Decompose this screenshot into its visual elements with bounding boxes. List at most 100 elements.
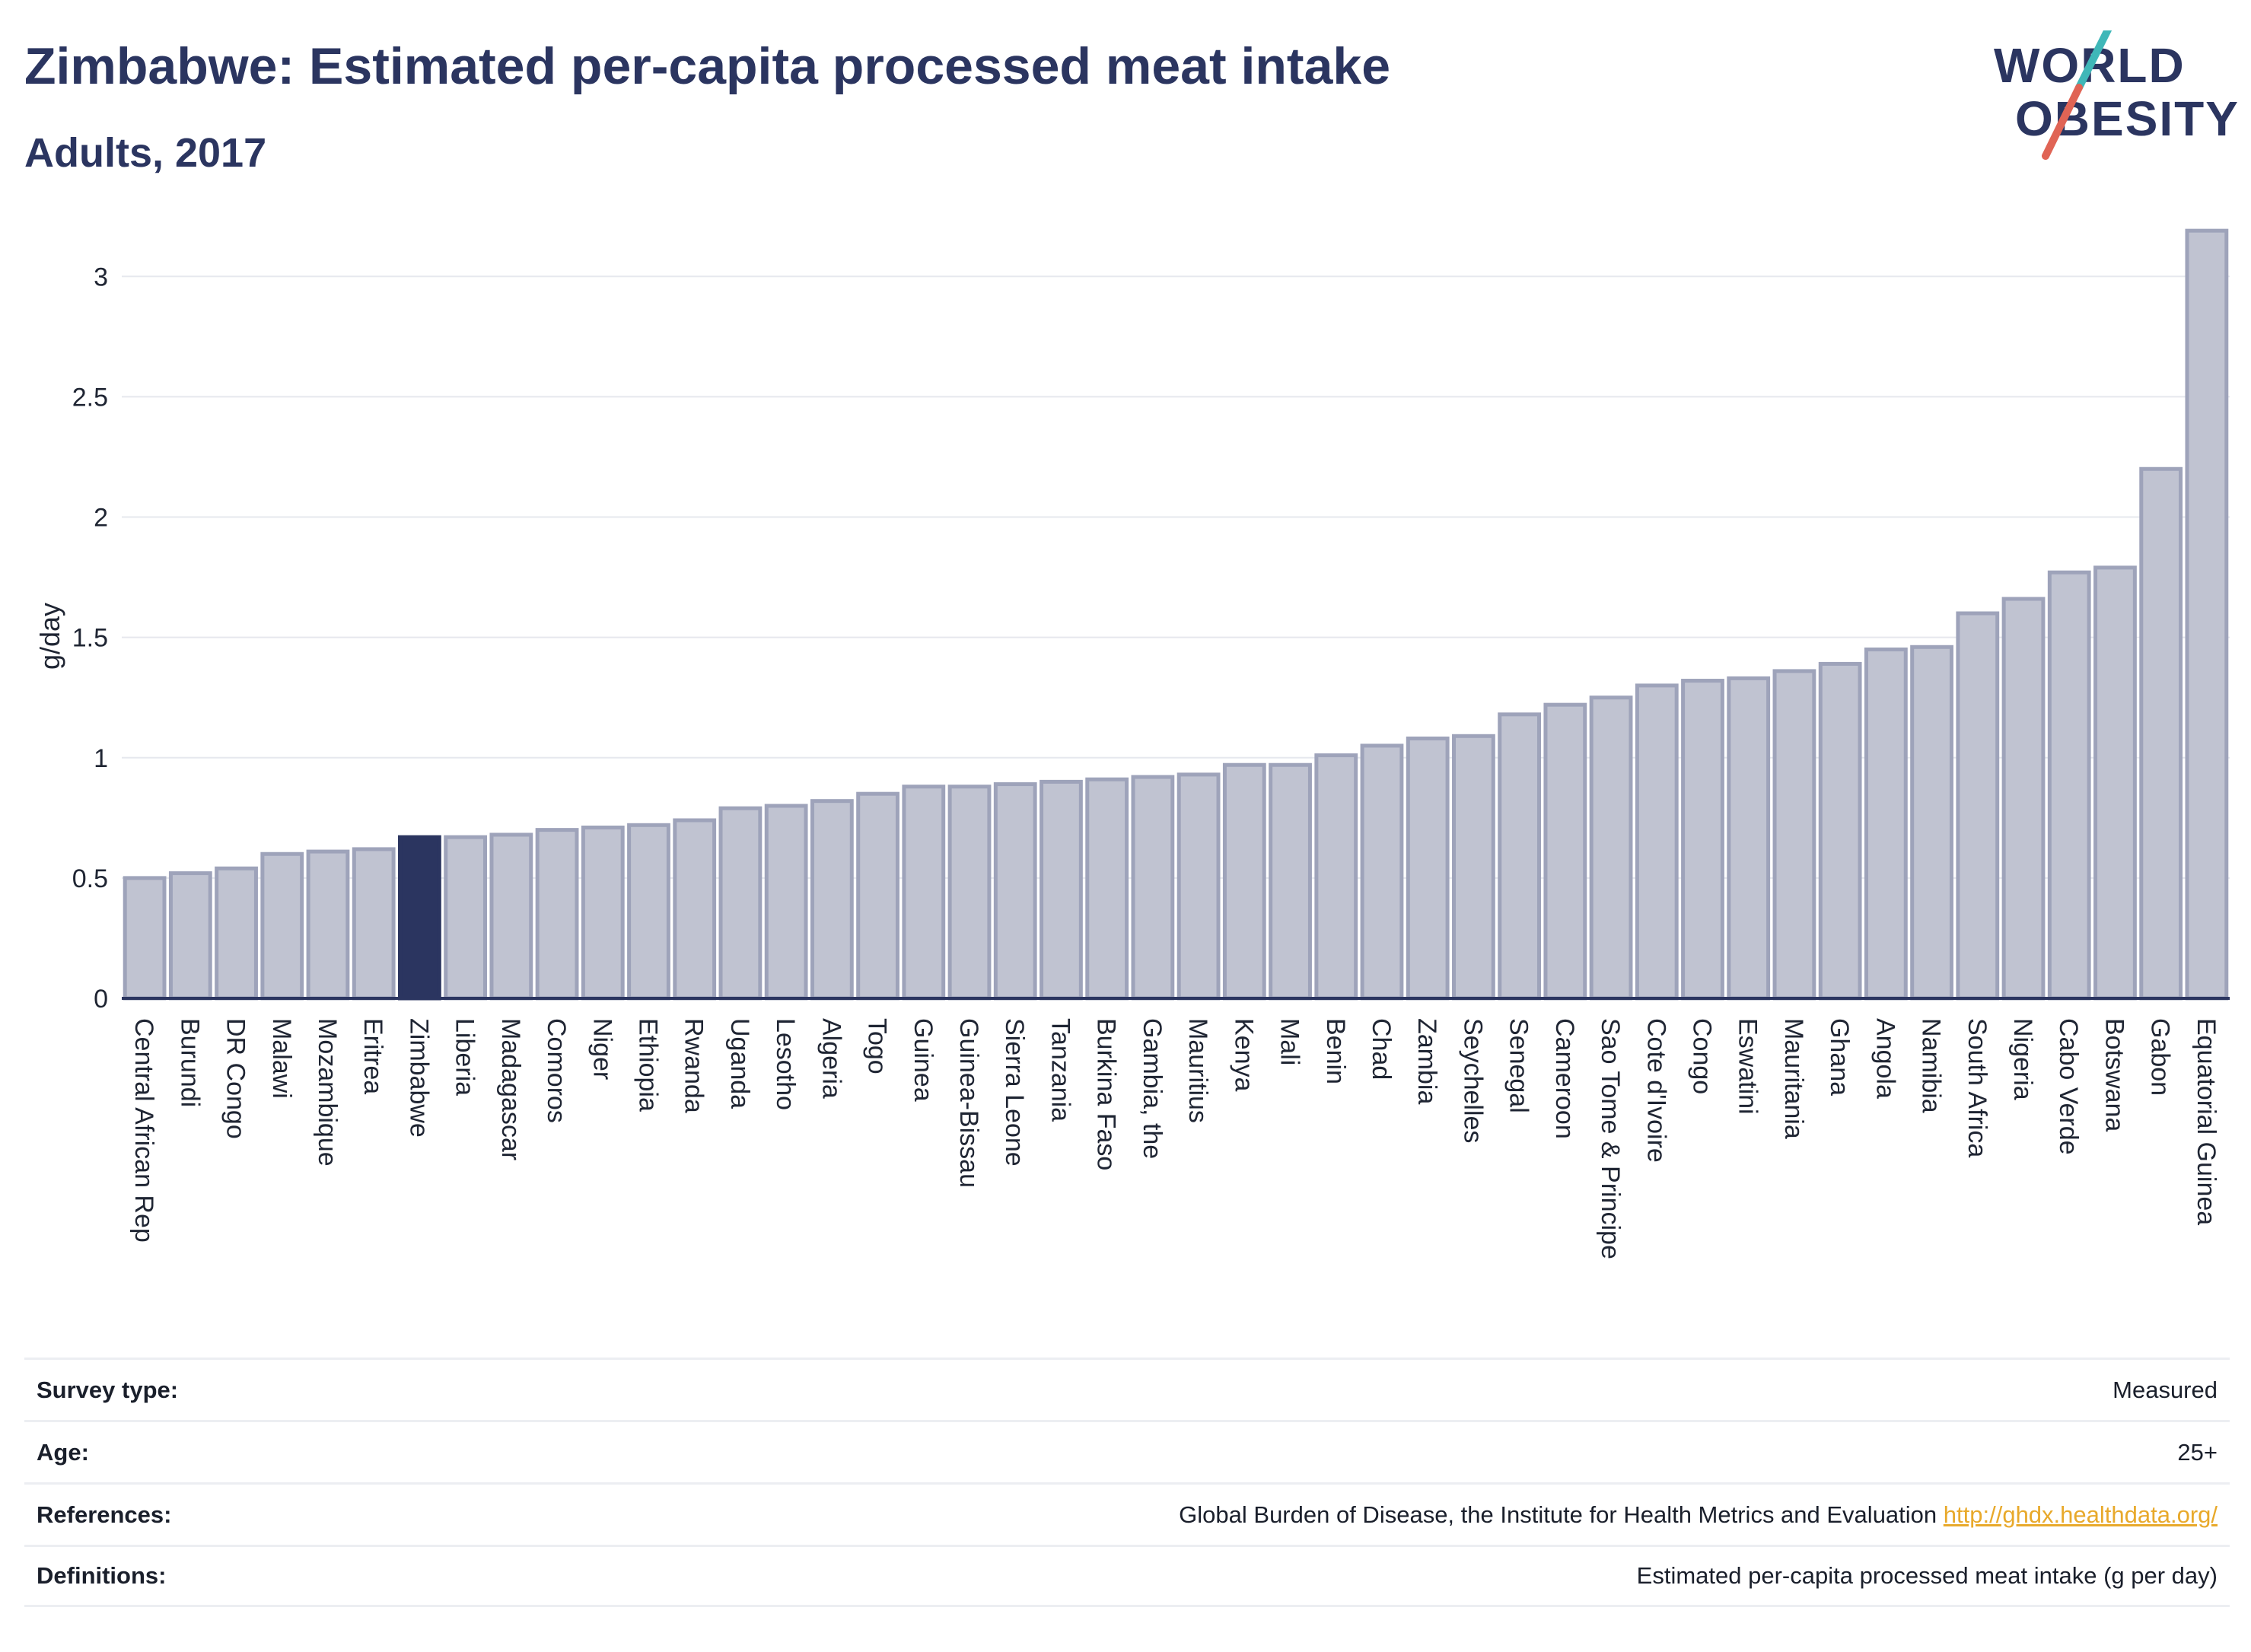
- x-tick-label: Botswana: [2100, 1018, 2128, 1132]
- y-tick-label: 2.5: [72, 383, 108, 412]
- y-tick-label: 3: [94, 263, 108, 291]
- bar-dr-congo: [215, 866, 258, 1001]
- bar-eritrea: [352, 847, 396, 1001]
- info-value: Measured: [2113, 1376, 2218, 1403]
- bar-niger: [581, 825, 625, 1001]
- x-tick-label: Togo: [863, 1018, 892, 1074]
- info-value: Estimated per-capita processed meat inta…: [1636, 1562, 2218, 1589]
- x-tick-label: Mozambique: [313, 1018, 342, 1167]
- y-tick-label: 0.5: [72, 864, 108, 893]
- bar-cote-d-ivoire: [1635, 683, 1679, 1001]
- world-obesity-logo: WORLD OBESITY: [1994, 30, 2237, 160]
- references-link[interactable]: http://ghdx.healthdata.org/: [1943, 1501, 2218, 1528]
- bar-senegal: [1498, 712, 1542, 1001]
- bar-botswana: [2093, 565, 2137, 1001]
- x-tick-label: Mauritania: [1779, 1018, 1808, 1139]
- bar-kenya: [1222, 762, 1266, 1001]
- bar-mauritius: [1176, 772, 1221, 1001]
- bar-eswatini: [1727, 676, 1771, 1001]
- x-tick-label: Mauritius: [1183, 1018, 1212, 1123]
- info-label: References:: [37, 1501, 172, 1528]
- bar-gambia-the: [1131, 775, 1175, 1001]
- x-tick-label: Namibia: [1917, 1018, 1946, 1113]
- bar-togo: [856, 791, 899, 1001]
- x-tick-label: Zimbabwe: [404, 1018, 433, 1138]
- bar-burundi: [168, 871, 212, 1001]
- x-tick-label: Gambia, the: [1138, 1018, 1167, 1159]
- bar-congo: [1681, 679, 1724, 1001]
- info-value-references: Global Burden of Disease, the Institute …: [1179, 1501, 2218, 1529]
- logo-teal-stroke: [2075, 30, 2113, 91]
- bar-ghana: [1818, 661, 1862, 1001]
- y-tick-label: 1: [94, 744, 108, 773]
- bar-nigeria: [2001, 597, 2046, 1001]
- x-tick-label: Guinea: [909, 1018, 938, 1102]
- bar-benin: [1314, 753, 1358, 1001]
- bar-mauritania: [1772, 669, 1816, 1001]
- x-tick-label: Cabo Verde: [2054, 1018, 2083, 1155]
- y-tick-label: 2: [94, 504, 108, 533]
- x-tick-label: Tanzania: [1046, 1018, 1075, 1122]
- y-axis-label: g/day: [34, 603, 65, 670]
- bar-mozambique: [306, 849, 350, 1001]
- bar-liberia: [444, 835, 488, 1001]
- bar-comoros: [535, 828, 579, 1001]
- bar-gabon: [2139, 466, 2183, 1001]
- x-tick-label: Seychelles: [1458, 1018, 1487, 1143]
- bar-cabo-verde: [2047, 570, 2091, 1001]
- x-tick-label: Cameroon: [1550, 1018, 1579, 1139]
- x-tick-label: Liberia: [451, 1018, 479, 1096]
- bar-ethiopia: [627, 823, 670, 1001]
- x-tick-label: South Africa: [1963, 1018, 1992, 1157]
- bar-south-africa: [1956, 611, 2000, 1001]
- x-tick-label: Mali: [1275, 1018, 1304, 1065]
- x-tick-label: Central African Rep: [129, 1018, 158, 1243]
- x-tick-label: Eritrea: [358, 1018, 387, 1094]
- bar-rwanda: [673, 818, 717, 1001]
- x-tick-label: Cote d'Ivoire: [1641, 1018, 1670, 1163]
- x-tick-label: Nigeria: [2008, 1018, 2037, 1100]
- bar-mali: [1269, 762, 1312, 1001]
- x-tick-label: Madagascar: [496, 1018, 525, 1160]
- x-tick-label: Congo: [1688, 1018, 1717, 1094]
- bar-chart: 0 0.5 1 1.5 2 2.5 3 g/day Central African Rep Bur…: [34, 228, 2230, 1259]
- bar-seychelles: [1452, 734, 1495, 1001]
- info-row-references: References: Global Burden of Disease, th…: [24, 1482, 2230, 1545]
- bar-chad: [1360, 743, 1404, 1001]
- x-tick-label: Kenya: [1229, 1018, 1258, 1091]
- info-label: Survey type:: [37, 1376, 179, 1403]
- x-tick-label: Sierra Leone: [1000, 1018, 1029, 1167]
- x-tick-label: Ghana: [1825, 1018, 1854, 1096]
- x-tick-label: Eswatini: [1734, 1018, 1762, 1115]
- bar-central-african-rep: [123, 876, 167, 1001]
- bar-sao-tome-principe: [1589, 695, 1633, 1001]
- x-tick-label: Uganda: [725, 1018, 754, 1109]
- chart-subtitle: Adults, 2017: [24, 130, 267, 176]
- x-tick-label: Malawi: [267, 1018, 296, 1099]
- x-tick-label: Guinea-Bissau: [954, 1018, 983, 1188]
- x-tick-label: Algeria: [817, 1018, 845, 1099]
- bar-zambia: [1406, 736, 1450, 1001]
- y-tick-label: 0: [94, 985, 108, 1014]
- bar-angola: [1864, 647, 1908, 1001]
- x-tick-label: Equatorial Guinea: [2192, 1018, 2221, 1225]
- x-tick-label: Chad: [1367, 1018, 1396, 1080]
- x-tick-label: Sao Tome & Principe: [1596, 1018, 1625, 1259]
- bar-sierra-leone: [993, 782, 1037, 1001]
- bar-madagascar: [489, 832, 533, 1001]
- x-tick-label: Angola: [1871, 1018, 1899, 1099]
- references-text: Global Burden of Disease, the Institute …: [1179, 1501, 1937, 1528]
- x-tick-label: Rwanda: [680, 1018, 708, 1113]
- x-tick-label: Burkina Faso: [1092, 1018, 1121, 1170]
- x-tick-label: Lesotho: [771, 1018, 800, 1110]
- info-row-survey: Survey type: Measured: [24, 1358, 2230, 1420]
- x-tick-label: Gabon: [2146, 1018, 2175, 1096]
- y-tick-label: 1.5: [72, 624, 108, 653]
- info-label: Age:: [37, 1438, 89, 1466]
- x-tick-label: Burundi: [175, 1018, 204, 1107]
- bar-guinea: [902, 785, 946, 1001]
- bar-lesotho: [764, 804, 808, 1001]
- x-tick-label: Senegal: [1504, 1018, 1533, 1113]
- x-tick-label: Niger: [587, 1018, 616, 1080]
- bar-cameroon: [1543, 702, 1587, 1001]
